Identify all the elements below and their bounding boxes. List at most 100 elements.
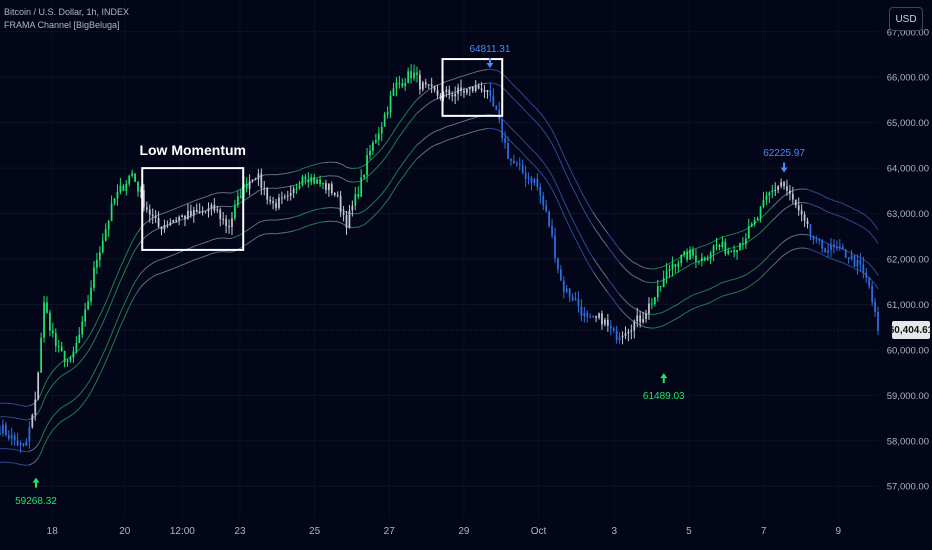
band-upper-outer <box>378 148 383 153</box>
band-upper-outer <box>40 386 45 394</box>
band-upper-inner <box>111 294 115 303</box>
band-lower-outer <box>413 158 418 163</box>
candlesticks <box>0 64 879 453</box>
band-upper-outer <box>96 315 101 322</box>
band-upper-outer <box>396 122 400 128</box>
candle-body <box>730 250 733 252</box>
price-axis[interactable]: 67,000.00 66,000.00 65,000.00 64,000.00 63,0… <box>887 27 929 492</box>
band-lower-inner <box>713 284 717 288</box>
candle-body <box>266 188 269 200</box>
band-upper-outer <box>87 332 92 338</box>
candle-body <box>568 288 571 297</box>
y-tick-label: 65,000.00 <box>887 118 929 129</box>
band-lower-outer <box>545 179 550 185</box>
band-upper-inner <box>14 417 18 419</box>
band-upper-outer <box>704 243 708 246</box>
candle-body <box>527 177 530 179</box>
band-lower-inner <box>757 263 761 268</box>
band-lower-inner <box>208 239 212 242</box>
band-lower-outer <box>40 445 45 453</box>
candle-body <box>466 89 468 93</box>
candle-body <box>333 193 336 196</box>
candle-body <box>862 264 865 273</box>
candle-body <box>4 424 7 436</box>
band-upper-inner <box>628 271 632 275</box>
band-lower-inner <box>249 226 253 230</box>
candle-body <box>606 319 609 326</box>
band-lower-outer <box>446 139 450 141</box>
band-upper-outer <box>305 166 309 169</box>
candle-body <box>84 309 87 322</box>
candle-body <box>148 209 151 215</box>
band-upper-inner <box>634 275 638 279</box>
candle-body <box>90 287 92 302</box>
band-lower-outer <box>293 229 297 232</box>
candle-body <box>777 186 780 190</box>
candle-body <box>830 244 832 251</box>
candle-body <box>771 190 774 193</box>
band-lower-outer <box>287 231 291 233</box>
candle-body <box>747 226 750 239</box>
band-upper-inner <box>592 225 597 231</box>
time-axis[interactable]: 18 20 12:00 23 25 27 29 Oct 3 5 7 9 <box>47 526 842 537</box>
band-lower-inner <box>140 269 145 274</box>
band-lower-outer <box>663 323 667 326</box>
band-lower-inner <box>586 247 591 254</box>
band-upper-outer <box>816 192 820 195</box>
candle-body <box>492 95 495 107</box>
candle-body <box>627 331 630 334</box>
band-lower-inner <box>302 212 306 215</box>
candle-body <box>612 328 615 331</box>
candle-body <box>809 224 812 236</box>
band-upper-outer <box>854 208 858 212</box>
x-tick-label: 23 <box>234 526 246 537</box>
band-upper-outer <box>46 375 51 381</box>
band-upper-inner <box>874 238 879 244</box>
candle-body <box>351 205 354 211</box>
band-upper-outer <box>20 404 24 407</box>
band-lower-inner <box>792 234 796 237</box>
indicator-title[interactable]: FRAMA Channel [BigBeluga] <box>4 20 120 30</box>
band-lower-outer <box>754 280 758 283</box>
band-upper-inner <box>528 113 532 118</box>
band-lower-inner <box>551 175 556 182</box>
band-lower-inner <box>572 219 576 226</box>
candle-body <box>454 93 457 97</box>
band-lower-outer <box>536 168 541 173</box>
band-upper-outer <box>625 255 629 259</box>
band-lower-inner <box>137 272 142 278</box>
band-lower-inner <box>472 116 476 119</box>
band-upper-inner <box>807 202 811 205</box>
band-lower-outer <box>836 260 840 263</box>
band-upper-inner <box>531 117 535 121</box>
band-upper-outer <box>187 201 192 204</box>
candle-body <box>75 342 78 352</box>
band-lower-outer <box>642 325 647 328</box>
band-lower-inner <box>404 155 409 161</box>
band-lower-outer <box>337 221 341 224</box>
candle-body <box>175 219 178 221</box>
band-lower-inner <box>446 125 450 128</box>
candle-body <box>865 272 868 278</box>
band-upper-outer <box>768 206 773 211</box>
band-upper-outer <box>569 167 574 175</box>
candle-body <box>345 214 348 228</box>
band-lower-inner <box>522 139 526 144</box>
candle-body <box>119 185 122 193</box>
currency-button[interactable]: USD <box>889 7 923 31</box>
x-tick-label: 25 <box>309 526 321 537</box>
candle-body <box>477 85 480 89</box>
symbol-title[interactable]: Bitcoin / U.S. Dollar, 1h, INDEX <box>4 7 130 17</box>
candle-body <box>410 71 412 79</box>
band-upper-inner <box>525 110 529 115</box>
band-lower-outer <box>519 149 524 154</box>
band-lower-outer <box>496 128 500 132</box>
band-lower-outer <box>178 264 183 267</box>
band-lower-outer <box>61 418 65 422</box>
band-lower-outer <box>622 311 626 315</box>
band-upper-outer <box>437 83 441 86</box>
band-upper-outer <box>539 112 544 118</box>
candle-body <box>239 196 242 198</box>
band-upper-outer <box>710 241 714 244</box>
